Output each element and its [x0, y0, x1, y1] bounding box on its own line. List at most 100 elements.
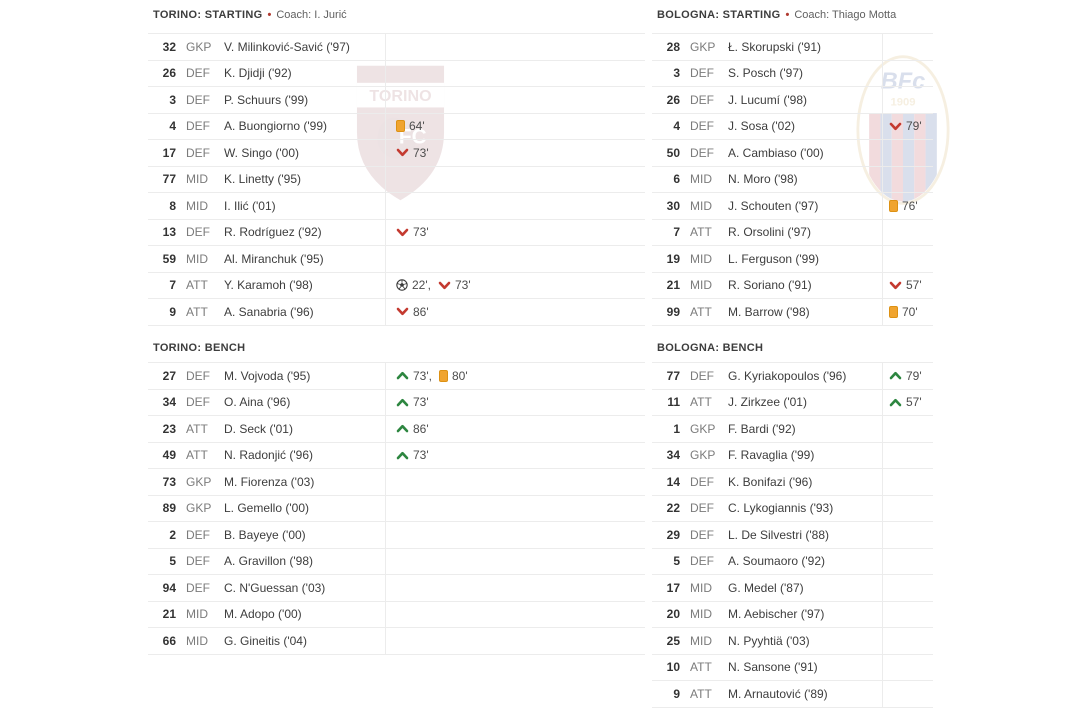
lineup-row[interactable]: 29 DEF L. De Silvestri ('88): [652, 522, 933, 549]
goal-icon: [396, 279, 408, 291]
player-cell: 66 MID G. Gineitis ('04): [148, 628, 385, 654]
coach-label: Coach: I. Jurić: [276, 9, 347, 21]
event-minute: 76': [902, 198, 918, 213]
lineup-row[interactable]: 30 MID J. Schouten ('97) 76': [652, 193, 933, 220]
sub-in-icon: [396, 424, 409, 433]
lineup-row[interactable]: 9 ATT M. Arnautović ('89): [652, 681, 933, 708]
lineup-row[interactable]: 5 DEF A. Gravillon ('98): [148, 548, 645, 575]
player-name: N. Moro ('98): [728, 172, 798, 187]
player-number: 10: [666, 660, 680, 675]
lineup-row[interactable]: 59 MID Al. Miranchuk ('95): [148, 246, 645, 273]
bullet-separator: •: [267, 9, 272, 21]
lineup-row[interactable]: 8 MID I. Ilić ('01): [148, 193, 645, 220]
lineup-row[interactable]: 50 DEF A. Cambiaso ('00): [652, 140, 933, 167]
player-name: G. Medel ('87): [728, 580, 804, 595]
player-position: MID: [690, 278, 712, 293]
player-events-cell: [882, 219, 933, 245]
event-minute: 79': [906, 119, 922, 134]
player-events-cell: [385, 522, 645, 548]
player-name: J. Lucumí ('98): [728, 92, 807, 107]
match-event: 79': [889, 119, 922, 133]
player-number: 73: [162, 474, 176, 489]
lineup-row[interactable]: 26 DEF J. Lucumí ('98): [652, 87, 933, 114]
player-events-cell: [882, 495, 933, 521]
lineup-row[interactable]: 66 MID G. Gineitis ('04): [148, 628, 645, 655]
lineup-row[interactable]: 19 MID L. Ferguson ('99): [652, 246, 933, 273]
player-position: DEF: [690, 92, 714, 107]
player-events-cell: [385, 601, 645, 627]
player-name: P. Schuurs ('99): [224, 92, 309, 107]
lineup-row[interactable]: 77 DEF G. Kyriakopoulos ('96) 79': [652, 363, 933, 390]
player-name: G. Gineitis ('04): [224, 633, 307, 648]
lineup-row[interactable]: 20 MID M. Aebischer ('97): [652, 601, 933, 628]
lineup-row[interactable]: 26 DEF K. Djidji ('92): [148, 60, 645, 87]
lineup-row[interactable]: 34 DEF O. Aina ('96) 73': [148, 389, 645, 416]
lineup-row[interactable]: 89 GKP L. Gemello ('00): [148, 495, 645, 522]
player-position: GKP: [186, 501, 212, 516]
lineup-row[interactable]: 25 MID N. Pyyhtiä ('03): [652, 628, 933, 655]
lineup-row[interactable]: 73 GKP M. Fiorenza ('03): [148, 469, 645, 496]
player-position: DEF: [690, 527, 714, 542]
lineup-row[interactable]: 49 ATT N. Radonjić ('96) 73': [148, 442, 645, 469]
player-name: C. N'Guessan ('03): [224, 580, 326, 595]
player-number: 22: [666, 501, 680, 516]
lineup-row[interactable]: 7 ATT Y. Karamoh ('98) 22', 73': [148, 272, 645, 299]
lineup-row[interactable]: 17 DEF W. Singo ('00) 73': [148, 140, 645, 167]
lineup-row[interactable]: 22 DEF C. Lykogiannis ('93): [652, 495, 933, 522]
lineup-row[interactable]: 9 ATT A. Sanabria ('96) 86': [148, 299, 645, 326]
event-minute: 73',: [413, 368, 432, 383]
lineup-row[interactable]: 21 MID M. Adopo ('00): [148, 601, 645, 628]
lineup-row[interactable]: 4 DEF J. Sosa ('02) 79': [652, 113, 933, 140]
player-position: ATT: [186, 421, 208, 436]
player-events-cell: [882, 628, 933, 654]
lineup-row[interactable]: 77 MID K. Linetty ('95): [148, 166, 645, 193]
player-name: R. Orsolini ('97): [728, 225, 811, 240]
player-number: 32: [162, 39, 176, 54]
sub-out-icon: [889, 281, 902, 290]
player-number: 49: [162, 448, 176, 463]
lineup-row[interactable]: 99 ATT M. Barrow ('98) 70': [652, 299, 933, 326]
lineup-row[interactable]: 2 DEF B. Bayeye ('00): [148, 522, 645, 549]
player-name: M. Aebischer ('97): [728, 607, 825, 622]
player-events-cell: [385, 60, 645, 86]
lineup-row[interactable]: 27 DEF M. Vojvoda ('95) 73', 80': [148, 363, 645, 390]
lineup-row[interactable]: 21 MID R. Soriano ('91) 57': [652, 272, 933, 299]
lineup-row[interactable]: 7 ATT R. Orsolini ('97): [652, 219, 933, 246]
lineup-row[interactable]: 32 GKP V. Milinković-Savić ('97): [148, 34, 645, 61]
player-number: 21: [162, 607, 176, 622]
player-cell: 49 ATT N. Radonjić ('96): [148, 443, 385, 469]
lineup-row[interactable]: 1 GKP F. Bardi ('92): [652, 416, 933, 443]
match-event: 86': [396, 305, 429, 319]
lineup-row[interactable]: 11 ATT J. Zirkzee ('01) 57': [652, 389, 933, 416]
player-number: 26: [162, 66, 176, 81]
lineup-row[interactable]: 23 ATT D. Seck ('01) 86': [148, 416, 645, 443]
player-position: DEF: [186, 145, 210, 160]
match-event: 86': [396, 422, 429, 436]
player-position: DEF: [186, 527, 210, 542]
lineup-row[interactable]: 17 MID G. Medel ('87): [652, 575, 933, 602]
torino-bench-table: 27 DEF M. Vojvoda ('95) 73', 80' 34 DEF O. Aina…: [148, 362, 645, 655]
lineup-row[interactable]: 34 GKP F. Ravaglia ('99): [652, 442, 933, 469]
lineup-row[interactable]: 3 DEF P. Schuurs ('99): [148, 87, 645, 114]
player-position: MID: [186, 172, 208, 187]
lineup-row[interactable]: 5 DEF A. Soumaoro ('92): [652, 548, 933, 575]
lineup-row[interactable]: 14 DEF K. Bonifazi ('96): [652, 469, 933, 496]
lineup-row[interactable]: 13 DEF R. Rodríguez ('92) 73': [148, 219, 645, 246]
player-events-cell: [385, 87, 645, 113]
player-events-cell: 73': [385, 442, 645, 468]
event-minute: 79': [906, 368, 922, 383]
player-events-cell: [385, 246, 645, 272]
lineup-row[interactable]: 94 DEF C. N'Guessan ('03): [148, 575, 645, 602]
lineup-row[interactable]: 28 GKP Ł. Skorupski ('91): [652, 34, 933, 61]
player-cell: 21 MID M. Adopo ('00): [148, 602, 385, 628]
player-number: 66: [162, 633, 176, 648]
lineup-row[interactable]: 6 MID N. Moro ('98): [652, 166, 933, 193]
section-title: TORINO: STARTING: [153, 9, 263, 21]
lineup-row[interactable]: 10 ATT N. Sansone ('91): [652, 654, 933, 681]
lineup-row[interactable]: 3 DEF S. Posch ('97): [652, 60, 933, 87]
match-event: 73': [396, 448, 429, 462]
player-events-cell: [882, 166, 933, 192]
sub-out-icon: [889, 122, 902, 131]
lineup-row[interactable]: 4 DEF A. Buongiorno ('99) 64': [148, 113, 645, 140]
player-events-cell: 76': [882, 193, 933, 219]
